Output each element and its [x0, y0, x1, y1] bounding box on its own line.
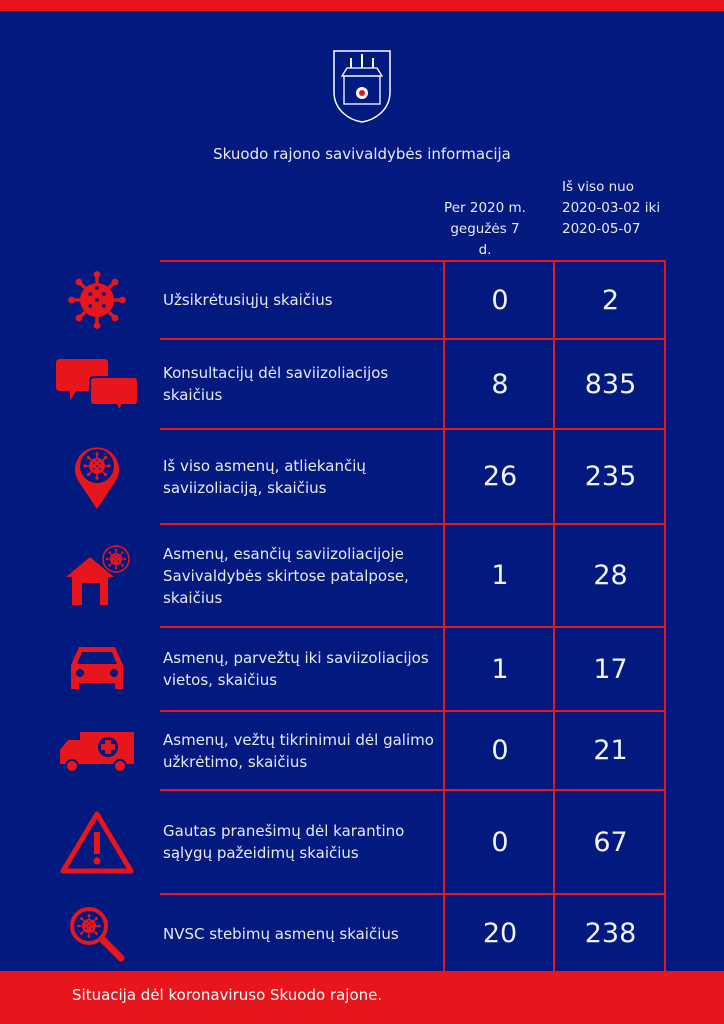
day-count: 1 [491, 653, 509, 685]
row-divider [160, 338, 665, 340]
total-count: 2 [601, 284, 620, 316]
day-count: 0 [491, 826, 509, 858]
row-label-text: Konsultacijų dėl saviizoliacijos skaičiu… [163, 364, 389, 404]
page-title: Skuodo rajono savivaldybės informacija [213, 145, 511, 163]
footer-text: Situacija dėl koronaviruso Skuodo rajone… [72, 986, 383, 1004]
ambulance-icon [52, 712, 142, 789]
total-count: 28 [593, 560, 628, 591]
day-count: 0 [491, 284, 509, 316]
total-count: 67 [593, 826, 628, 858]
total-count: 835 [584, 368, 637, 400]
magnifier-virus-icon [52, 895, 142, 972]
column-divider [553, 260, 555, 972]
total-count: 21 [593, 735, 628, 766]
warning-icon [52, 791, 142, 893]
row-label: Asmenų, vežtų tikrinimui dėl galimo užkr… [163, 712, 438, 789]
location-pin-virus-icon [52, 430, 142, 523]
total-count: 238 [584, 918, 637, 949]
row-label: Asmenų, parvežtų iki saviizoliacijos vie… [163, 628, 438, 710]
day-count: 1 [491, 560, 509, 591]
total-count: 235 [584, 461, 637, 492]
column-divider [443, 260, 445, 972]
column-divider [664, 260, 666, 972]
row-divider [160, 710, 665, 712]
row-label-text: NVSC stebimų asmenų skaičius [163, 924, 399, 943]
row-label-text: Asmenų, vežtų tikrinimui dėl galimo užkr… [163, 730, 434, 771]
top-bar [0, 0, 724, 11]
row-divider [160, 789, 665, 791]
column-header-total-line: Iš viso nuo [562, 179, 635, 195]
row-divider [160, 893, 665, 895]
row-label-text: Asmenų, parvežtų iki saviizoliacijos vie… [163, 649, 429, 689]
row-divider [160, 260, 665, 262]
row-label: Asmenų, esančių saviizoliacijoje Savival… [163, 525, 438, 626]
day-count: 20 [482, 918, 518, 949]
row-label-text: Asmenų, esančių saviizoliacijoje Savival… [163, 544, 409, 607]
row-label: Užsikrėtusiųjų skaičius [163, 262, 438, 338]
day-count: 0 [491, 735, 509, 766]
total-count: 17 [593, 653, 628, 685]
house-virus-icon [52, 525, 142, 626]
row-label-text: Gautas pranešimų dėl karantino sąlygų pa… [163, 822, 405, 862]
row-divider [160, 523, 665, 525]
chat-bubbles-icon [52, 340, 142, 428]
car-icon [52, 628, 142, 710]
column-header-total: Iš viso nuo 2020-03-02 iki 2020-05-07 [562, 177, 660, 240]
day-count: 26 [482, 461, 518, 492]
row-label: Gautas pranešimų dėl karantino sąlygų pa… [163, 791, 438, 893]
footer-bar: Situacija dėl koronaviruso Skuodo rajone… [0, 971, 724, 1024]
day-count: 8 [491, 368, 509, 400]
row-label-text: Užsikrėtusiųjų skaičius [163, 291, 333, 309]
column-header-day: Per 2020 m. gegužės 7 d. [444, 200, 526, 258]
column-header-total-line: 2020-05-07 [562, 221, 641, 237]
row-label: Konsultacijų dėl saviizoliacijos skaičiu… [163, 340, 438, 428]
virus-icon [52, 262, 142, 338]
coat-of-arms-icon [333, 50, 391, 123]
row-divider [160, 428, 665, 430]
row-divider [160, 626, 665, 628]
row-label: Iš viso asmenų, atliekančių saviizoliaci… [163, 430, 438, 523]
column-header-total-line: 2020-03-02 iki [562, 200, 661, 216]
row-label: NVSC stebimų asmenų skaičius [163, 895, 438, 972]
row-label-text: Iš viso asmenų, atliekančių saviizoliaci… [163, 456, 366, 497]
